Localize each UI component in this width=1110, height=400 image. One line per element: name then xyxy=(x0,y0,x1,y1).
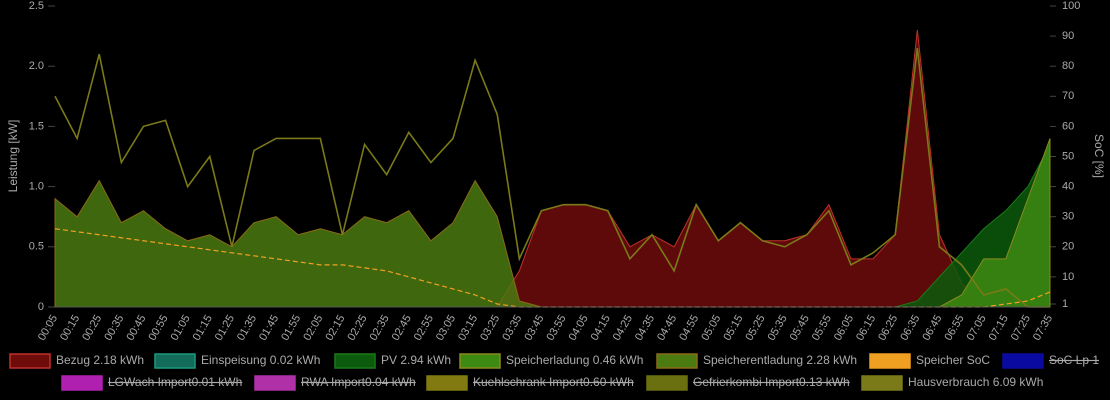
x-tick-label: 01:55 xyxy=(279,313,303,343)
x-tick-label: 01:05 xyxy=(169,313,193,343)
x-tick-label: 03:35 xyxy=(500,313,524,343)
x-tick-label: 04:05 xyxy=(567,313,591,343)
legend-label: LGWach Import0.01 kWh xyxy=(108,375,242,389)
y-tick-label: 0.5 xyxy=(29,241,44,253)
x-tick-label: 03:25 xyxy=(478,313,502,343)
legend-swatch xyxy=(334,353,376,369)
x-tick-label: 00:45 xyxy=(124,313,148,343)
legend-swatch xyxy=(656,353,698,369)
x-tick-label: 03:15 xyxy=(456,313,480,343)
y2-tick-label: 80 xyxy=(1062,60,1074,72)
x-tick-label: 02:55 xyxy=(412,313,436,343)
x-tick-label: 02:05 xyxy=(301,313,325,343)
x-tick-label: 06:45 xyxy=(920,313,944,343)
y-tick-label: 1.5 xyxy=(29,120,44,132)
x-tick-label: 06:05 xyxy=(832,313,856,343)
x-tick-label: 01:15 xyxy=(191,313,215,343)
legend-label: Speicherladung 0.46 kWh xyxy=(506,353,643,367)
x-tick-label: 00:35 xyxy=(102,313,126,343)
legend-label: PV 2.94 kWh xyxy=(381,353,451,367)
legend-label: Hausverbrauch 6.09 kWh xyxy=(908,375,1043,389)
x-tick-label: 06:25 xyxy=(876,313,900,343)
y2-tick-label: 50 xyxy=(1062,150,1074,162)
legend-label: Speicherentladung 2.28 kWh xyxy=(703,353,857,367)
legend-label: SoC Lp 1 xyxy=(1049,353,1099,367)
y-tick-label: 2.0 xyxy=(29,60,44,72)
legend-swatch xyxy=(861,375,903,391)
y2-tick-label: 20 xyxy=(1062,241,1074,253)
y2-axis-title: SoC [%] xyxy=(1092,134,1106,178)
x-tick-label: 06:15 xyxy=(854,313,878,343)
x-tick-label: 05:25 xyxy=(744,313,768,343)
x-tick-label: 02:35 xyxy=(368,313,392,343)
legend-swatch xyxy=(1002,353,1044,369)
legend-swatch xyxy=(154,353,196,369)
legend-label: Kuehlschrank Import0.60 kWh xyxy=(473,375,634,389)
legend-label: Gefrierkombi Import0.13 kWh xyxy=(693,375,850,389)
x-tick-label: 05:45 xyxy=(788,313,812,343)
x-tick-label: 04:25 xyxy=(611,313,635,343)
legend-swatch xyxy=(254,375,296,391)
x-tick-label: 07:15 xyxy=(987,313,1011,343)
y2-tick-label: 10 xyxy=(1062,271,1074,283)
x-tick-label: 00:15 xyxy=(58,313,82,343)
y2-tick-label: 60 xyxy=(1062,120,1074,132)
x-tick-label: 00:05 xyxy=(36,313,60,343)
legend-swatch xyxy=(9,353,51,369)
legend-swatch xyxy=(426,375,468,391)
x-tick-label: 03:05 xyxy=(434,313,458,343)
x-tick-label: 04:55 xyxy=(677,313,701,343)
x-tick-label: 05:05 xyxy=(699,313,723,343)
y2-tick-label: 40 xyxy=(1062,181,1074,193)
y2-tick-label: 100 xyxy=(1062,0,1080,12)
legend-swatch xyxy=(459,353,501,369)
legend-swatch xyxy=(646,375,688,391)
legend-label: Bezug 2.18 kWh xyxy=(56,353,144,367)
y-axis-title: Leistung [kW] xyxy=(6,120,20,193)
x-tick-label: 07:05 xyxy=(965,313,989,343)
x-tick-label: 07:35 xyxy=(1031,313,1055,343)
x-tick-label: 04:35 xyxy=(633,313,657,343)
x-tick-label: 06:55 xyxy=(943,313,967,343)
y2-tick-label: 30 xyxy=(1062,211,1074,223)
y2-tick-label: 70 xyxy=(1062,90,1074,102)
x-tick-label: 01:25 xyxy=(213,313,237,343)
x-tick-label: 05:15 xyxy=(721,313,745,343)
x-tick-label: 05:35 xyxy=(766,313,790,343)
x-tick-label: 00:25 xyxy=(80,313,104,343)
y2-tick-label: 1 xyxy=(1062,298,1068,310)
x-tick-label: 00:55 xyxy=(147,313,171,343)
x-tick-label: 07:25 xyxy=(1009,313,1033,343)
x-tick-label: 03:55 xyxy=(545,313,569,343)
y2-tick-label: 90 xyxy=(1062,30,1074,42)
x-tick-label: 06:35 xyxy=(898,313,922,343)
legend-swatch xyxy=(869,353,911,369)
x-tick-label: 04:45 xyxy=(655,313,679,343)
legend-label: Einspeisung 0.02 kWh xyxy=(201,353,320,367)
x-tick-label: 02:15 xyxy=(323,313,347,343)
x-tick-label: 02:45 xyxy=(390,313,414,343)
x-tick-label: 01:45 xyxy=(257,313,281,343)
y-tick-label: 2.5 xyxy=(29,0,44,12)
x-tick-label: 04:15 xyxy=(589,313,613,343)
x-tick-label: 01:35 xyxy=(235,313,259,343)
legend-swatch xyxy=(61,375,103,391)
y-tick-label: 0 xyxy=(38,301,44,313)
line xyxy=(54,48,1050,308)
legend-label: RWA Import0.04 kWh xyxy=(301,375,416,389)
legend-label: Speicher SoC xyxy=(916,353,990,367)
x-tick-label: 03:45 xyxy=(522,313,546,343)
x-tick-label: 02:25 xyxy=(346,313,370,343)
y-tick-label: 1.0 xyxy=(29,181,44,193)
x-tick-label: 05:55 xyxy=(810,313,834,343)
